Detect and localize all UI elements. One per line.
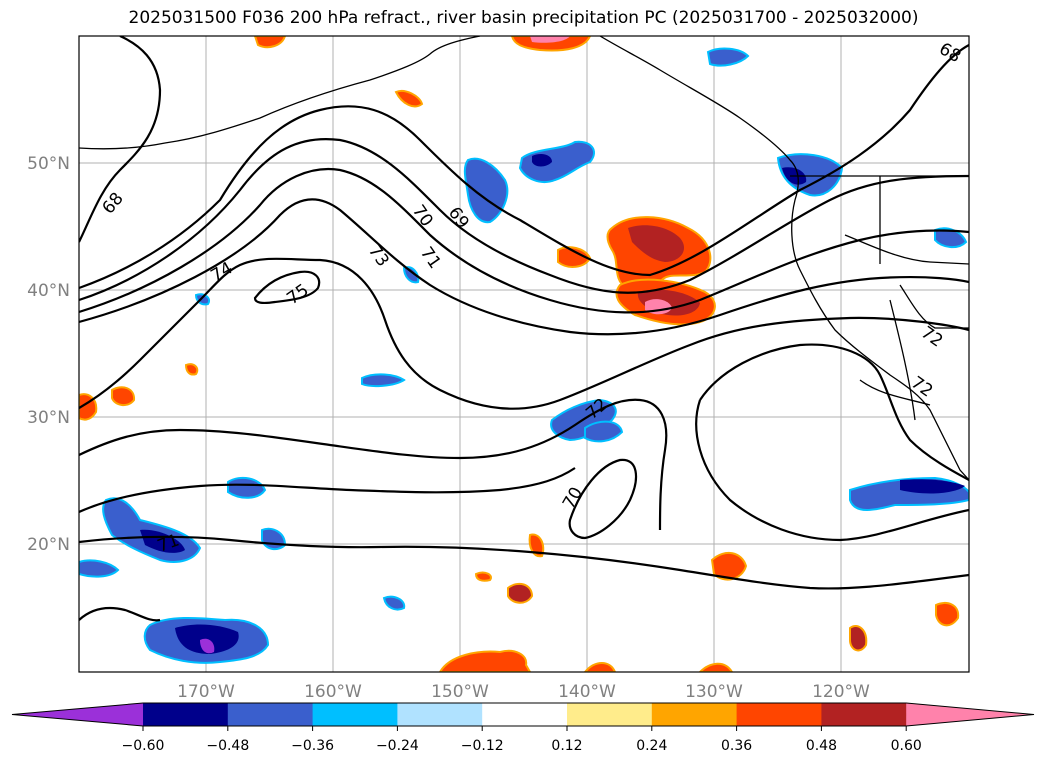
colorbar-extension-high xyxy=(906,703,1034,726)
colorbar-tick-label: 0.60 xyxy=(891,738,922,754)
positive-blob xyxy=(474,571,492,582)
colorbar-bin xyxy=(312,703,398,726)
colorbar-bin xyxy=(397,703,483,726)
colorbar-bin xyxy=(227,703,314,726)
colorbar-tick-label: −0.48 xyxy=(206,738,249,754)
positive-blob xyxy=(710,551,748,581)
refractivity-contours xyxy=(79,36,969,622)
colorbar-tick-label: −0.60 xyxy=(122,738,165,754)
lat-label: 40°N xyxy=(27,281,70,301)
contour-71-south xyxy=(79,467,576,514)
us-state-border xyxy=(844,234,969,265)
positive-blob xyxy=(111,386,136,406)
latitude-labels: 50°N 40°N 30°N 20°N xyxy=(27,154,70,555)
contour-73 xyxy=(79,198,969,336)
negative-blob xyxy=(361,373,406,388)
negative-blob xyxy=(518,140,595,184)
lat-label: 50°N xyxy=(27,154,70,174)
positive-blob xyxy=(935,601,960,627)
colorbar-extension-low xyxy=(12,703,143,726)
colorbar-bin xyxy=(143,703,229,726)
state-border xyxy=(899,284,969,329)
colorbar-bin xyxy=(567,703,653,726)
positive-blob xyxy=(438,649,532,672)
map-area xyxy=(79,36,969,672)
colorbar-tick-label: 0.36 xyxy=(721,738,752,754)
positive-blob-peak xyxy=(530,36,570,43)
negative-blob-core xyxy=(532,154,552,167)
negative-blob-core xyxy=(900,479,965,494)
map-frame xyxy=(78,35,970,673)
positive-blob xyxy=(394,90,424,108)
negative-blob-core xyxy=(140,529,185,553)
contour-75 xyxy=(253,270,321,305)
positive-blob xyxy=(528,533,545,558)
colorbar-tick-label: 0.48 xyxy=(806,738,837,754)
longitude-labels: 170°W 160°W 150°W 140°W 130°W 120°W xyxy=(177,682,870,702)
colorbar-bin xyxy=(651,703,738,726)
lat-label: 20°N xyxy=(27,535,70,555)
lon-label: 170°W xyxy=(177,682,235,702)
colorbar-tick-label: −0.36 xyxy=(291,738,334,754)
lon-label: 130°W xyxy=(685,682,743,702)
alaska-coast xyxy=(79,36,481,150)
contour-72 xyxy=(79,167,969,314)
chart-title: 2025031500 F036 200 hPa refract., river … xyxy=(128,8,919,28)
colorbar-tick-label: 0.12 xyxy=(551,738,582,754)
colorbar-tick-label: −0.12 xyxy=(461,738,504,754)
contour-68-west xyxy=(79,36,162,243)
negative-blob-peak xyxy=(200,638,215,654)
positive-blob-core xyxy=(628,225,685,262)
contour-70 xyxy=(79,44,969,290)
contour-71 xyxy=(79,138,969,302)
colorbar-bin xyxy=(821,703,907,726)
negative-blob xyxy=(227,476,267,499)
colorbar-tick-label: 0.24 xyxy=(636,738,667,754)
contour-72-east xyxy=(699,343,969,481)
lon-label: 150°W xyxy=(431,682,489,702)
negative-blob xyxy=(706,47,750,67)
lon-label: 120°W xyxy=(812,682,870,702)
lon-label: 140°W xyxy=(558,682,616,702)
negative-blob xyxy=(934,227,968,248)
contour-71-sw xyxy=(79,606,161,622)
colorbar-bin xyxy=(482,703,568,726)
coastlines xyxy=(79,36,969,481)
contour-71-far-south xyxy=(79,535,969,590)
positive-blob xyxy=(184,363,199,376)
colorbar-bin xyxy=(736,703,822,726)
contour-70-south xyxy=(568,458,638,540)
contour-72-south xyxy=(79,398,668,531)
negative-blob xyxy=(79,559,120,578)
contour-72-loop xyxy=(695,399,969,542)
positive-blob xyxy=(507,582,534,604)
negative-blob xyxy=(402,266,420,284)
colorbar-tick-label: −0.24 xyxy=(376,738,419,754)
negative-blob xyxy=(584,420,624,443)
negative-blob xyxy=(382,595,406,611)
lat-label: 30°N xyxy=(27,408,70,428)
mexico-border xyxy=(859,379,931,406)
positive-blob xyxy=(849,625,868,652)
north-america-coast xyxy=(599,36,969,481)
baja-coast xyxy=(889,299,916,421)
contour-74 xyxy=(79,257,969,410)
colorbar: −0.60 −0.48 −0.36 −0.24 −0.12 0.12 0.24 0.36 0.4… xyxy=(11,702,1035,754)
lon-label: 160°W xyxy=(304,682,362,702)
